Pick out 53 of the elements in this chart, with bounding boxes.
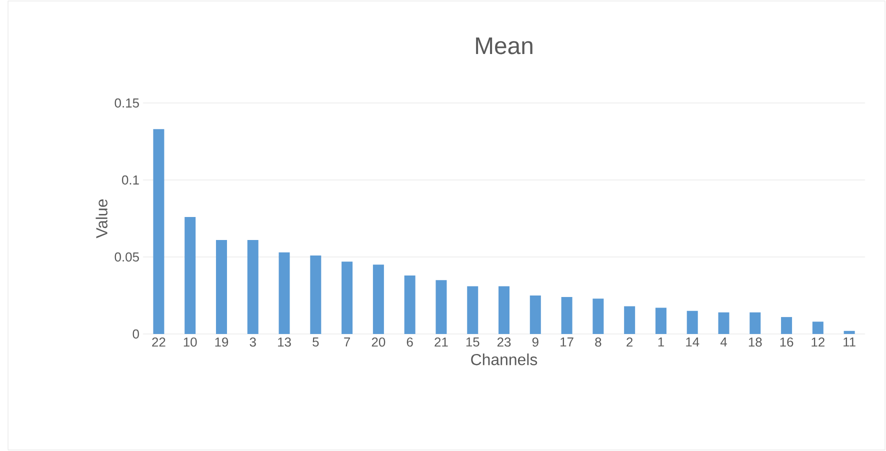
x-tick-label: 10 [184,338,197,347]
x-tick-label: 17 [560,338,574,346]
bar [372,264,384,334]
bar [844,330,855,334]
bar [278,252,290,334]
bar [530,295,541,334]
bar [561,297,572,334]
x-tick-label: 21 [434,338,448,347]
x-axis-title: Channels [471,354,538,366]
x-tick-label: 8 [595,338,602,347]
y-tick-label: 0.1 [122,175,139,185]
bar [750,312,761,334]
bar [498,286,510,334]
bar [624,306,636,334]
bar [247,240,258,334]
bar [342,262,353,334]
x-tick-label: 20 [372,338,386,347]
bar [153,129,164,334]
x-tick-label: 7 [344,338,350,346]
bar [592,298,604,334]
x-tick-label: 13 [278,338,291,347]
bar [812,322,824,334]
bar [718,312,730,334]
x-tick-label: 16 [780,338,794,347]
x-tick-label: 5 [312,338,319,347]
x-tick-label: 19 [215,338,228,347]
x-tick-label: 14 [686,338,700,346]
y-tick-label: 0.15 [114,98,139,108]
x-tick-label: 4 [720,338,727,346]
bar [184,216,196,334]
x-tick-label: 9 [532,338,538,347]
x-tick-label: 6 [406,338,413,347]
bar [404,275,416,334]
bar [781,317,792,334]
x-tick-label: 18 [748,338,762,347]
y-axis-title: Value [96,199,108,238]
x-tick-label: 3 [250,338,256,347]
bar [655,308,666,334]
x-tick-label: 23 [497,338,511,347]
y-tick-label: 0.05 [114,252,139,262]
y-tick-label: 0 [132,329,139,339]
x-tick-label: 12 [812,338,824,347]
chart-title: Mean [476,38,532,54]
x-tick-label: 1 [658,338,664,346]
x-tick-label: 11 [844,338,856,346]
x-tick-label: 2 [626,338,633,347]
x-tick-label: 22 [152,338,166,347]
bar [216,240,227,334]
bar [686,310,698,334]
bar [310,255,322,334]
bar [436,280,447,334]
bar [467,286,478,334]
x-tick-label: 15 [466,338,480,347]
